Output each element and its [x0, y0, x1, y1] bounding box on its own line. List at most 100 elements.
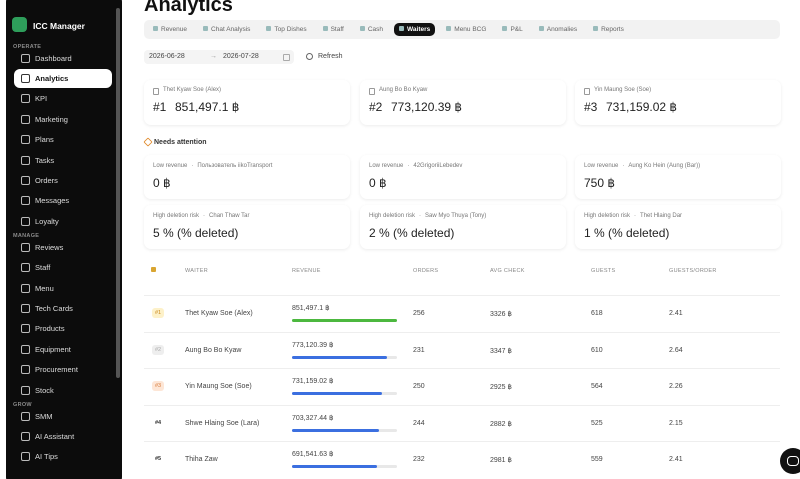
tab-label: Revenue: [161, 26, 188, 33]
nav-icon: [21, 431, 30, 441]
table-cell: 773,120.39 ฿: [292, 341, 334, 349]
nav-item[interactable]: Orders: [14, 171, 112, 190]
attention-label: Low revenue · 42GrigoriiLebedev: [369, 163, 462, 169]
nav-icon: [21, 365, 30, 375]
nav-icon: [21, 263, 30, 273]
column-header: AVG CHECK: [490, 268, 525, 274]
table-cell: Yin Maung Soe (Soe): [185, 383, 252, 390]
nav-item[interactable]: Loyalty: [14, 212, 112, 231]
nav-label: Tech Cards: [35, 303, 73, 313]
date-from: 2026-06-28: [149, 53, 185, 60]
rank-badge: #4: [155, 419, 162, 426]
table-cell: 618: [591, 310, 603, 317]
nav-item[interactable]: Messages: [14, 191, 112, 210]
tab[interactable]: Reports: [588, 23, 629, 36]
nav-label: Stock: [35, 385, 54, 395]
nav-item[interactable]: Tasks: [14, 151, 112, 170]
nav-label: Menu: [35, 283, 54, 293]
nav-label: Messages: [35, 196, 70, 206]
attention-name: Chan Thaw Tar: [209, 213, 250, 219]
nav-item[interactable]: KPI: [14, 89, 112, 108]
table-row: #2 Aung Bo Bo Kyaw 773,120.39 ฿ 231 3347 ฿ 61…: [144, 331, 780, 369]
chat-button[interactable]: [780, 448, 800, 474]
table-cell: 232: [413, 456, 425, 463]
nav-item[interactable]: Products: [14, 319, 112, 338]
tab[interactable]: Cash: [355, 23, 388, 36]
tab[interactable]: Chat Analysis: [198, 23, 255, 36]
top-waiter-card: Yin Maung Soe (Soe) #3 731,159.02 ฿: [575, 80, 781, 125]
nav-icon: [21, 411, 30, 421]
revenue-bar: [292, 319, 397, 322]
column-header: REVENUE: [292, 268, 321, 274]
table-cell: 851,497.1 ฿: [292, 305, 330, 312]
tab[interactable]: Menu BCG: [441, 23, 491, 36]
nav-icon: [21, 385, 30, 395]
tab-label: Reports: [601, 26, 624, 33]
nav-item[interactable]: Menu: [14, 279, 112, 298]
attention-card: High deletion risk · Chan Thaw Tar 5 % (% d…: [144, 205, 350, 249]
nav-label: Loyalty: [35, 216, 59, 226]
waiter-name: Thet Kyaw Soe (Alex): [163, 87, 222, 93]
tab[interactable]: Anomalies: [534, 23, 582, 36]
nav-icon: [21, 344, 30, 354]
nav-item[interactable]: Dashboard: [14, 49, 112, 68]
tab-icon: [446, 26, 452, 31]
revenue-bar-track: [292, 355, 397, 359]
revenue-bar-track: [292, 465, 397, 468]
separator: ·: [634, 213, 637, 219]
attention-value: 1 % (% deleted): [584, 226, 670, 240]
tab[interactable]: Top Dishes: [261, 23, 311, 36]
attention-name: Saw Myo Thuya (Tony): [425, 213, 487, 219]
attention-type: Low revenue: [369, 163, 404, 169]
nav-item[interactable]: AI Assistant: [14, 427, 112, 446]
trophy-icon: [369, 88, 375, 95]
attention-value: 2 % (% deleted): [369, 226, 455, 240]
nav-item[interactable]: Plans: [14, 130, 112, 149]
tab-icon: [359, 26, 365, 31]
nav-item[interactable]: Procurement: [14, 360, 112, 379]
separator: ·: [622, 163, 625, 169]
table-cell: 2.26: [669, 383, 683, 390]
nav-label: SMM: [35, 411, 53, 421]
waiter-name: Yin Maung Soe (Soe): [594, 87, 652, 93]
tab-icon: [399, 26, 405, 31]
nav-icon: [21, 452, 30, 462]
attention-label: High deletion risk · Thet Hlaing Dar: [584, 213, 682, 219]
attention-name: Thet Hlaing Dar: [640, 213, 683, 219]
table-cell: 691,541.63 ฿: [292, 451, 334, 458]
tab[interactable]: Staff: [318, 23, 349, 36]
tab[interactable]: Revenue: [148, 23, 192, 36]
nav-label: Reviews: [35, 242, 64, 252]
top-waiter-card: Thet Kyaw Soe (Alex) #1 851,497.1 ฿: [144, 80, 350, 125]
tab[interactable]: Waiters: [394, 23, 436, 36]
date-range[interactable]: 2026-06-28 → 2026-07-28: [144, 50, 294, 64]
table-cell: 559: [591, 456, 603, 463]
nav-item[interactable]: Staff: [14, 258, 112, 277]
nav-item[interactable]: Stock: [14, 381, 112, 400]
rank-badge: #5: [155, 456, 162, 462]
brand: ICC Manager: [33, 21, 85, 31]
trophy-icon: [153, 88, 159, 95]
nav-item[interactable]: Tech Cards: [14, 299, 112, 318]
table-row: #5 Thiha Zaw 691,541.63 ฿ 232 2981 ฿ 559 2.41: [144, 441, 780, 478]
table-cell: 2.64: [669, 346, 683, 354]
table-cell: 256: [413, 310, 425, 317]
nav-item[interactable]: Equipment: [14, 340, 112, 359]
nav-label: Dashboard: [35, 53, 72, 63]
nav-item[interactable]: Marketing: [14, 110, 112, 129]
nav-item[interactable]: Analytics: [14, 68, 112, 88]
tab-bar: Revenue Chat Analysis Top Dishes Staff Cash W…: [144, 20, 780, 39]
nav-icon: [21, 303, 30, 313]
table-cell: 2.15: [669, 419, 683, 427]
nav-item[interactable]: AI Tips: [14, 447, 112, 466]
tab-icon: [322, 26, 328, 31]
nav-item[interactable]: Reviews: [14, 238, 112, 257]
tab[interactable]: P&L: [497, 23, 527, 36]
date-to: 2026-07-28: [223, 53, 259, 60]
section-heading: MANAGE: [13, 233, 40, 240]
rank-badge: #1: [152, 308, 165, 318]
refresh-button[interactable]: Refresh: [302, 50, 350, 64]
nav-item[interactable]: SMM: [14, 407, 112, 426]
nav-icon: [21, 242, 30, 252]
